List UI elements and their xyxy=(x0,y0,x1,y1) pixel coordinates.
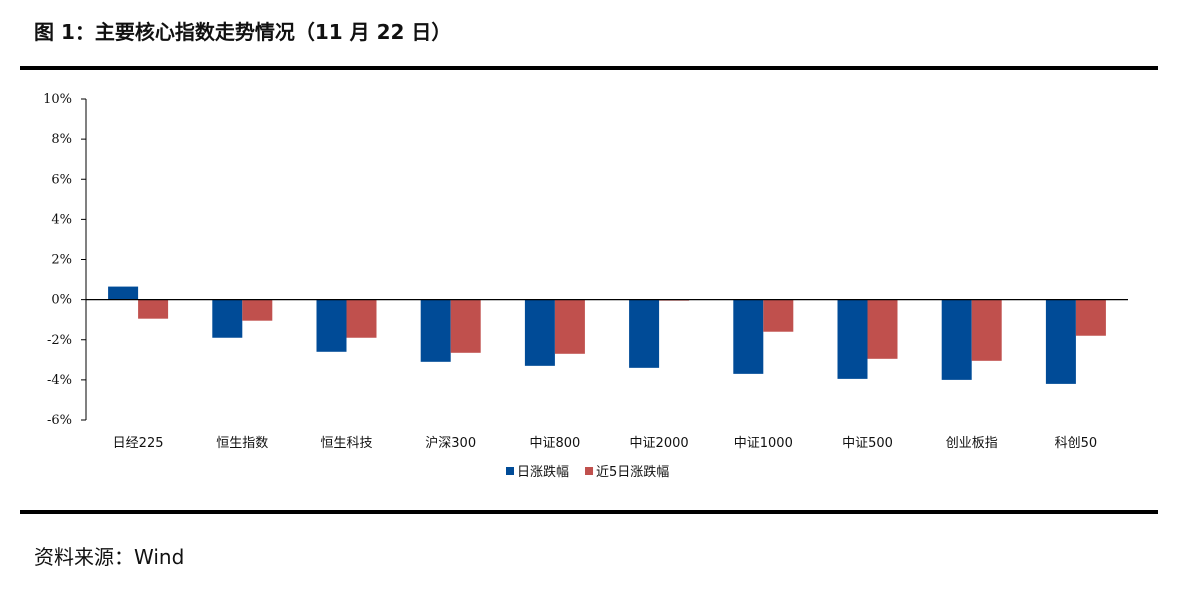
bar-daily xyxy=(837,299,868,379)
category-labels: 日经225 恒生指数 恒生科技 沪深300 中证800 中证2000 中证1000 中证500… xyxy=(113,435,1097,451)
legend: 日涨跌幅 近5日涨跌幅 xyxy=(506,464,669,480)
y-tick-label: 2% xyxy=(51,253,72,268)
bar-daily xyxy=(733,299,764,374)
legend-swatch xyxy=(585,467,594,475)
bar-daily xyxy=(524,299,555,366)
figure-title: 图 1：主要核心指数走势情况（11 月 22 日） xyxy=(34,20,452,44)
bar-five-day xyxy=(450,299,481,353)
y-tick-label: 6% xyxy=(51,172,72,187)
y-tick-label: 8% xyxy=(51,132,72,147)
bar-five-day xyxy=(971,299,1002,361)
bar-daily xyxy=(941,299,972,380)
legend-swatch xyxy=(506,467,514,475)
bar-five-day xyxy=(242,299,273,321)
bottom-rule xyxy=(20,510,1158,514)
legend-label: 日涨跌幅 xyxy=(517,464,569,480)
bar-daily xyxy=(212,299,243,338)
y-tick-label: -2% xyxy=(47,333,72,348)
bar-five-day xyxy=(867,299,898,359)
category-label: 中证2000 xyxy=(630,436,689,451)
bar-chart: 10% 8% 6% 4% 2% 0% -2% -4% -6% 日经225 恒生指数 恒生科技 沪深30… xyxy=(43,92,1128,480)
category-label: 科创50 xyxy=(1055,436,1098,451)
y-tick-label: 4% xyxy=(51,212,72,227)
bar-series xyxy=(108,286,1106,384)
bar-daily xyxy=(316,299,347,352)
bar-daily xyxy=(1045,299,1076,384)
top-rule xyxy=(20,66,1158,70)
category-label: 恒生科技 xyxy=(320,436,372,451)
y-tick-label: 10% xyxy=(43,92,72,107)
category-label: 中证800 xyxy=(529,436,580,451)
bar-daily xyxy=(108,286,139,300)
bar-daily xyxy=(629,299,660,368)
legend-label: 近5日涨跌幅 xyxy=(596,464,669,480)
bar-five-day xyxy=(138,299,169,319)
bar-five-day xyxy=(1075,299,1106,336)
y-axis: 10% 8% 6% 4% 2% 0% -2% -4% -6% xyxy=(43,92,87,428)
y-tick-label: 0% xyxy=(51,293,72,308)
category-label: 创业板指 xyxy=(946,436,998,451)
bar-five-day xyxy=(763,299,794,332)
bar-five-day xyxy=(346,299,377,338)
category-label: 中证1000 xyxy=(734,436,793,451)
source-note: 资料来源：Wind xyxy=(34,545,185,569)
category-label: 恒生指数 xyxy=(216,436,268,451)
bar-daily xyxy=(420,299,451,362)
y-tick-label: -6% xyxy=(47,413,72,428)
category-label: 沪深300 xyxy=(425,435,476,451)
bar-five-day xyxy=(554,299,585,354)
category-label: 中证500 xyxy=(842,436,893,451)
category-label: 日经225 xyxy=(113,436,164,451)
y-tick-label: -4% xyxy=(47,373,72,388)
